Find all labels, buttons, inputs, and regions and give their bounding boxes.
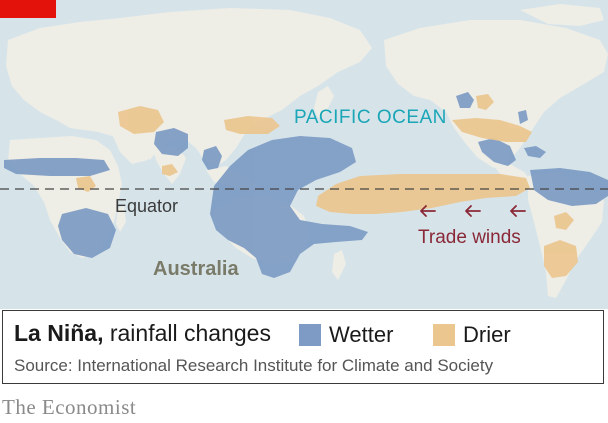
pacific-ocean-label: PACIFIC OCEAN [294, 107, 447, 128]
world-map: PACIFIC OCEAN Equator Australia Trade wi… [0, 0, 608, 309]
wetter-regions [4, 92, 608, 278]
wetter-region-northern-south-america [530, 168, 608, 206]
left-arrow-icon [465, 205, 481, 217]
wetter-region-maritime-continent-australia [210, 136, 368, 278]
left-arrow-icon [510, 205, 526, 217]
wetter-region-north-atlantic-coast [518, 110, 528, 124]
drier-region-central-pacific [316, 174, 530, 214]
legend-title-rest: rainfall changes [103, 320, 271, 346]
drier-region-east-africa [76, 176, 96, 192]
wetter-region-arabia [154, 128, 188, 156]
greenland-landmass [520, 4, 604, 26]
trade-wind-arrows [420, 205, 526, 217]
drier-swatch [433, 324, 455, 346]
drier-region-south-america-east [554, 212, 574, 230]
wetter-region-southern-africa [58, 208, 116, 258]
wetter-region-mexico [478, 138, 516, 166]
australia-label: Australia [153, 258, 239, 280]
wetter-region-indochina [202, 146, 222, 170]
economist-brand: The Economist [2, 395, 137, 419]
drier-region-south-india [162, 164, 178, 176]
left-arrow-icon [420, 205, 436, 217]
drier-region-central-us [476, 94, 494, 110]
source-note: Source: International Research Institute… [14, 356, 494, 375]
map-canvas [0, 0, 608, 309]
economist-red-tag [0, 0, 56, 18]
wetter-label: Wetter [329, 322, 394, 347]
drier-region-south-america-south [544, 240, 578, 278]
drier-regions [76, 94, 578, 278]
equator-label: Equator [115, 196, 179, 216]
legend-item-wetter: Wetter [299, 322, 393, 348]
drier-region-central-asia [224, 116, 280, 134]
legend-item-drier: Drier [433, 322, 511, 348]
europe-asia-landmass [6, 8, 372, 168]
wetter-region-caribbean [524, 146, 546, 158]
wetter-region-sahel [4, 158, 110, 176]
arabia-landmass [112, 134, 150, 164]
japan-landmass [314, 86, 334, 118]
ocean-top-strip [56, 0, 608, 18]
wetter-swatch [299, 324, 321, 346]
madagascar-landmass [116, 206, 126, 232]
legend-title-bold: La Niña, [14, 320, 104, 346]
drier-label: Drier [463, 322, 511, 347]
legend-panel: La Niña, rainfall changes Wetter Drier S… [2, 310, 604, 384]
drier-region-middle-east [118, 106, 164, 134]
drier-region-us-south [452, 118, 532, 142]
trade-winds-label: Trade winds [418, 227, 521, 248]
north-america-landmass [384, 20, 608, 168]
wetter-region-great-lakes [456, 92, 474, 108]
new-zealand-landmass [332, 250, 346, 280]
legend-title: La Niña, rainfall changes [14, 320, 271, 347]
